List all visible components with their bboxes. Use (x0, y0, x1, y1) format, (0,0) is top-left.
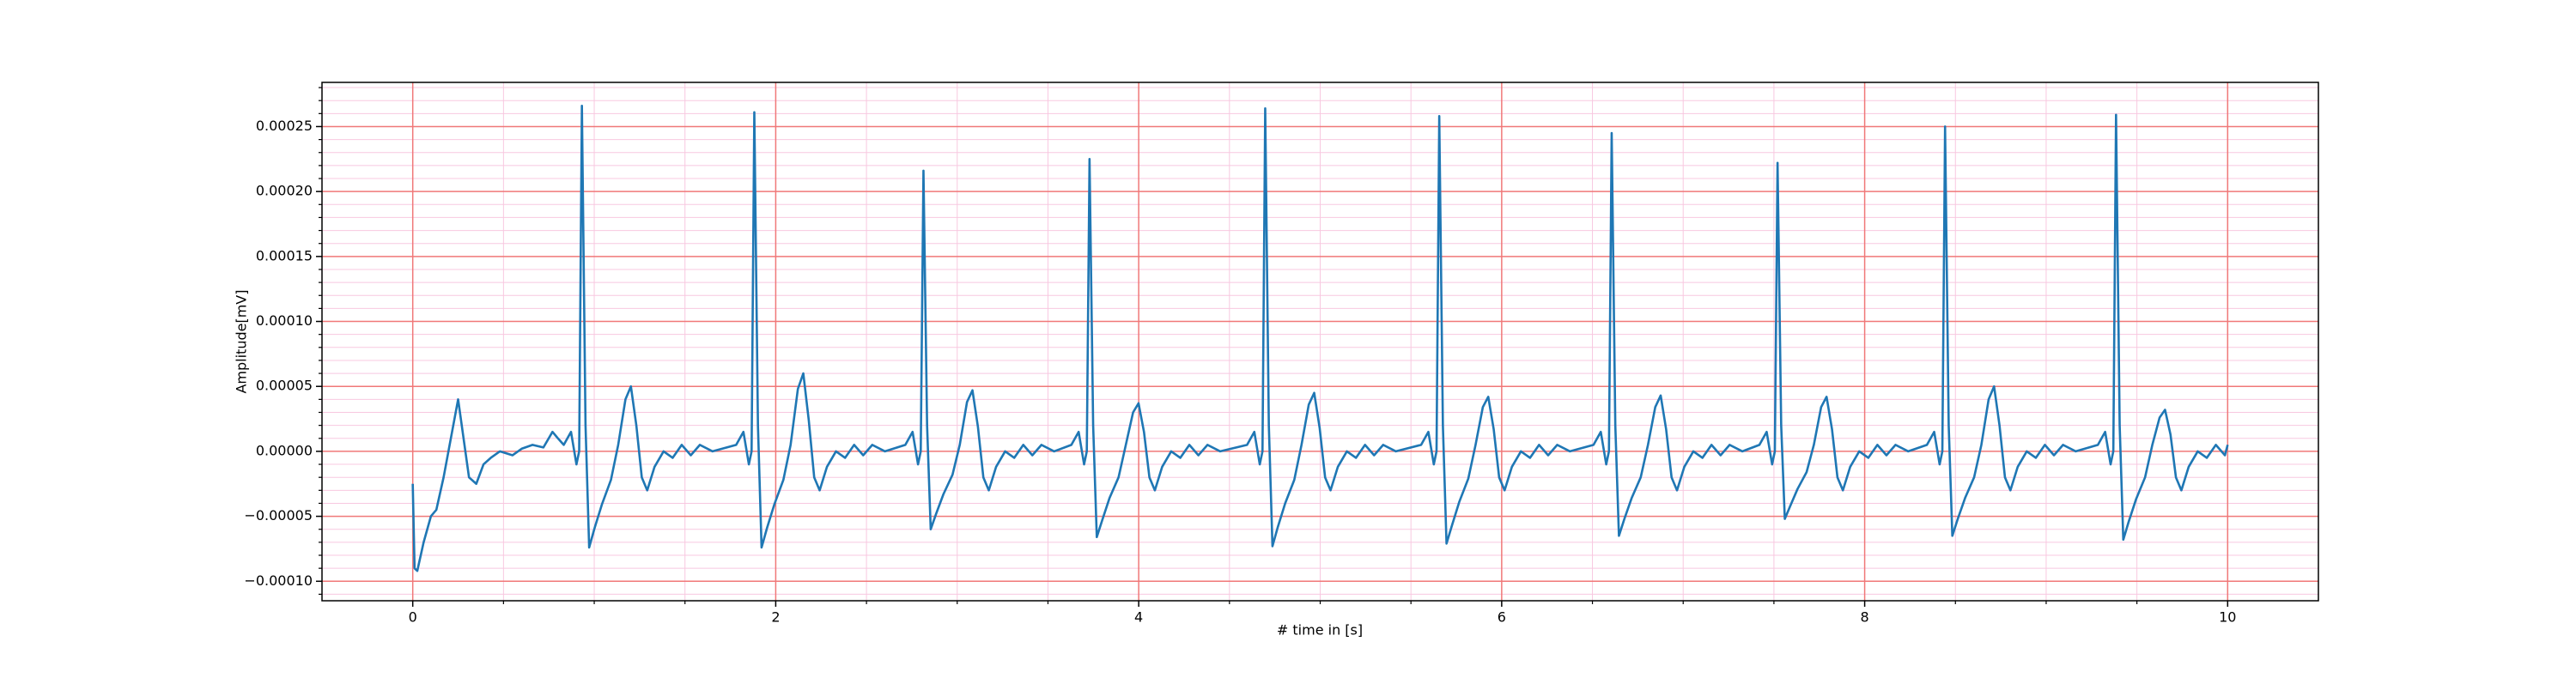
y-axis-label: Amplitude[mV] (234, 289, 250, 393)
x-tick-label: 10 (2219, 609, 2236, 626)
x-tick-label: 2 (771, 609, 780, 626)
x-tick-label: 6 (1498, 609, 1506, 626)
x-tick-label: 0 (409, 609, 417, 626)
series-line (411, 104, 2229, 572)
x-tick-label: 8 (1860, 609, 1868, 626)
y-tick-label: 0.00015 (256, 247, 313, 263)
y-tick-label: 0.00010 (256, 312, 313, 329)
y-tick-label: −0.00010 (244, 572, 313, 589)
x-axis-label: # time in [s] (1277, 622, 1363, 639)
y-tick-label: −0.00005 (244, 507, 313, 524)
plot-frame (321, 82, 2319, 602)
y-tick-label: 0.00000 (256, 442, 313, 458)
y-tick-label: 0.00025 (256, 118, 313, 134)
x-tick-label: 4 (1134, 609, 1143, 626)
y-tick-label: 0.00005 (256, 378, 313, 394)
y-tick-label: 0.00020 (256, 183, 313, 199)
